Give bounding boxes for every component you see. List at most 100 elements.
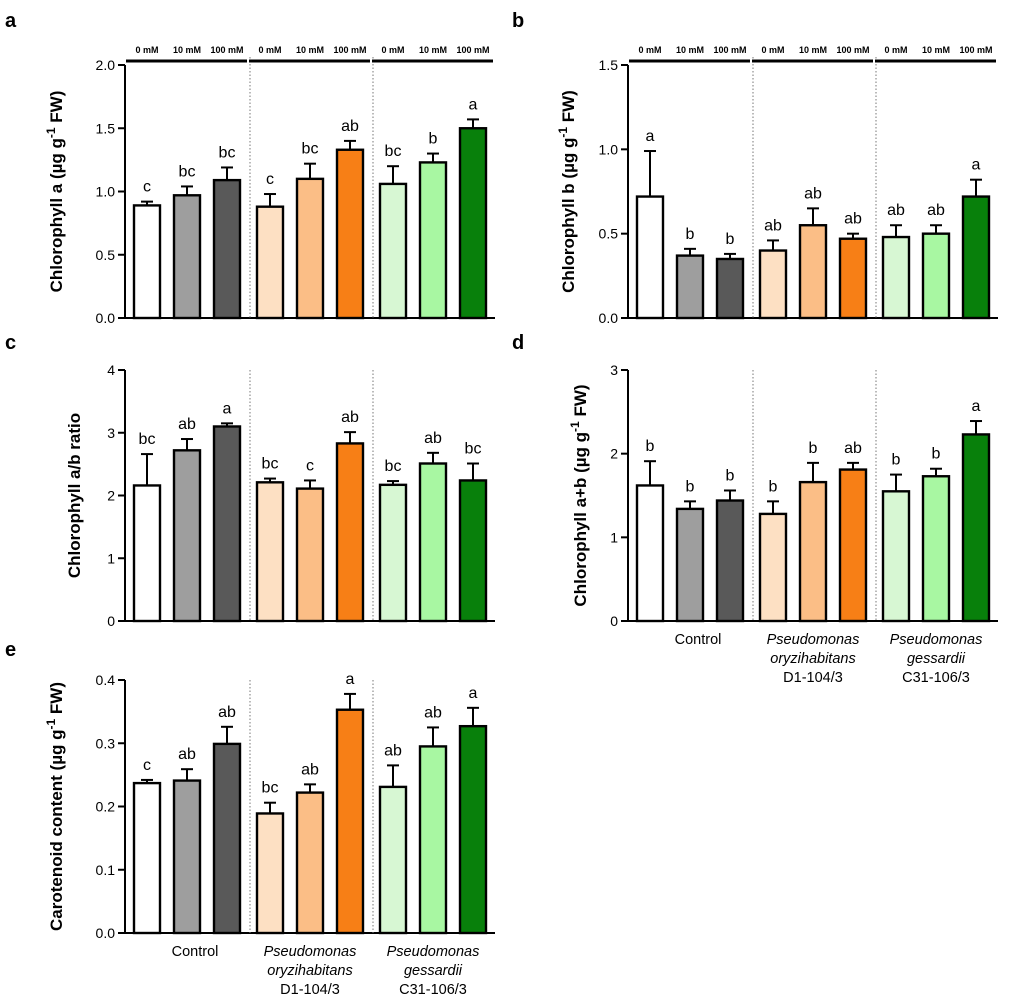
bar [132, 204, 162, 320]
concentration-label: 100 mM [836, 45, 869, 55]
bar [212, 742, 242, 935]
bar [798, 224, 828, 320]
panel-a: a Chlorophyll a (µg g-1 FW) 0.0 0.5 1.0 1.5 2.… [5, 10, 495, 326]
bar [255, 205, 285, 320]
bar [961, 195, 991, 320]
group-label: D1-104/3 [783, 670, 843, 686]
y-axis-label: Chlorophyll a (µg g-1 FW) [44, 91, 66, 293]
concentration-label: 0 mM [638, 45, 661, 55]
bar [758, 512, 788, 623]
significance-letter: b [429, 131, 438, 148]
significance-letter: bc [302, 141, 319, 158]
y-tick-label: 0 [107, 613, 115, 629]
y-tick-label: 2 [107, 488, 115, 504]
significance-letter: c [306, 457, 314, 474]
bar [255, 812, 285, 935]
significance-letter: bc [139, 431, 156, 448]
significance-letter: bc [179, 163, 196, 180]
y-tick-label: 0.0 [599, 310, 619, 326]
y-axis-label: Carotenoid content (µg g-1 FW) [44, 682, 66, 931]
y-axis-label-end: FW) [47, 682, 66, 719]
y-tick-label: 0.5 [599, 226, 619, 242]
significance-letter: c [266, 171, 274, 188]
bar [675, 254, 705, 320]
y-tick-label: 0.1 [96, 862, 116, 878]
bar [418, 161, 448, 320]
bar [212, 178, 242, 320]
y-tick-label: 2 [610, 446, 618, 462]
bar [921, 232, 951, 320]
significance-letter: bc [262, 456, 279, 473]
group-label: gessardii [404, 963, 463, 979]
significance-letter: a [972, 398, 981, 415]
panel-letter: e [5, 639, 16, 661]
significance-letter: ab [341, 118, 359, 135]
significance-letter: ab [424, 430, 442, 447]
y-tick-label: 1 [107, 550, 115, 566]
y-tick-label: 0.0 [96, 925, 116, 941]
significance-letter: ab [844, 440, 862, 457]
y-axis-label-superscript: -1 [44, 718, 58, 729]
significance-letter: ab [424, 704, 442, 721]
significance-letter: b [726, 467, 735, 484]
group-label: Pseudomonas [264, 944, 357, 960]
bar [675, 507, 705, 623]
bar [458, 724, 488, 935]
y-tick-label: 0.4 [96, 672, 116, 688]
y-tick-label: 1.0 [599, 141, 619, 157]
significance-letter: ab [341, 409, 359, 426]
significance-letter: b [686, 226, 695, 243]
significance-letter: bc [465, 440, 482, 457]
concentration-label: 0 mM [381, 45, 404, 55]
bar [172, 779, 202, 935]
concentration-label: 100 mM [456, 45, 489, 55]
concentration-label: 100 mM [210, 45, 243, 55]
significance-letter: ab [927, 202, 945, 219]
significance-letter: ab [301, 761, 319, 778]
y-tick-label: 1.5 [599, 57, 619, 73]
panel-e: e Carotenoid content (µg g-1 FW) 0.0 0.1 0.2… [5, 639, 495, 998]
concentration-label: 100 mM [959, 45, 992, 55]
bar [715, 499, 745, 623]
panel-letter: b [512, 10, 524, 32]
y-tick-label: 1 [610, 529, 618, 545]
significance-letter: b [809, 440, 818, 457]
bar [458, 479, 488, 623]
y-axis-label-superscript: -1 [568, 421, 582, 432]
bar [335, 442, 365, 623]
bar [378, 785, 408, 935]
concentration-label: 10 mM [922, 45, 950, 55]
bar [635, 195, 665, 320]
group-label: gessardii [907, 651, 966, 667]
significance-letter: c [143, 757, 151, 774]
significance-letter: ab [804, 185, 822, 202]
significance-letter: a [646, 128, 655, 145]
concentration-label: 0 mM [761, 45, 784, 55]
y-axis-label-main: Chlorophyll a (µg g [47, 138, 66, 292]
significance-letter: b [686, 478, 695, 495]
significance-letter: b [646, 438, 655, 455]
significance-letter: a [469, 96, 478, 113]
significance-letter: b [726, 231, 735, 248]
significance-letter: c [143, 179, 151, 196]
bar [255, 481, 285, 623]
bar [921, 475, 951, 623]
bar [132, 484, 162, 623]
group-label: C31-106/3 [902, 670, 970, 686]
significance-letter: bc [385, 458, 402, 475]
group-label: D1-104/3 [280, 982, 340, 998]
panel-c: c Chlorophyll a/b ratio 0 1 2 3 4 bc ab a bc c ab bc a… [5, 332, 495, 629]
group-label: C31-106/3 [399, 982, 467, 998]
significance-letter: a [972, 157, 981, 174]
significance-letter: a [346, 671, 355, 688]
significance-letter: ab [178, 746, 196, 763]
bar [378, 483, 408, 623]
group-label: Control [675, 632, 722, 648]
bar [881, 235, 911, 320]
significance-letter: ab [844, 211, 862, 228]
panel-letter: d [512, 332, 524, 354]
concentration-label: 10 mM [173, 45, 201, 55]
significance-letter: b [769, 478, 778, 495]
group-label: oryzihabitans [770, 651, 855, 667]
